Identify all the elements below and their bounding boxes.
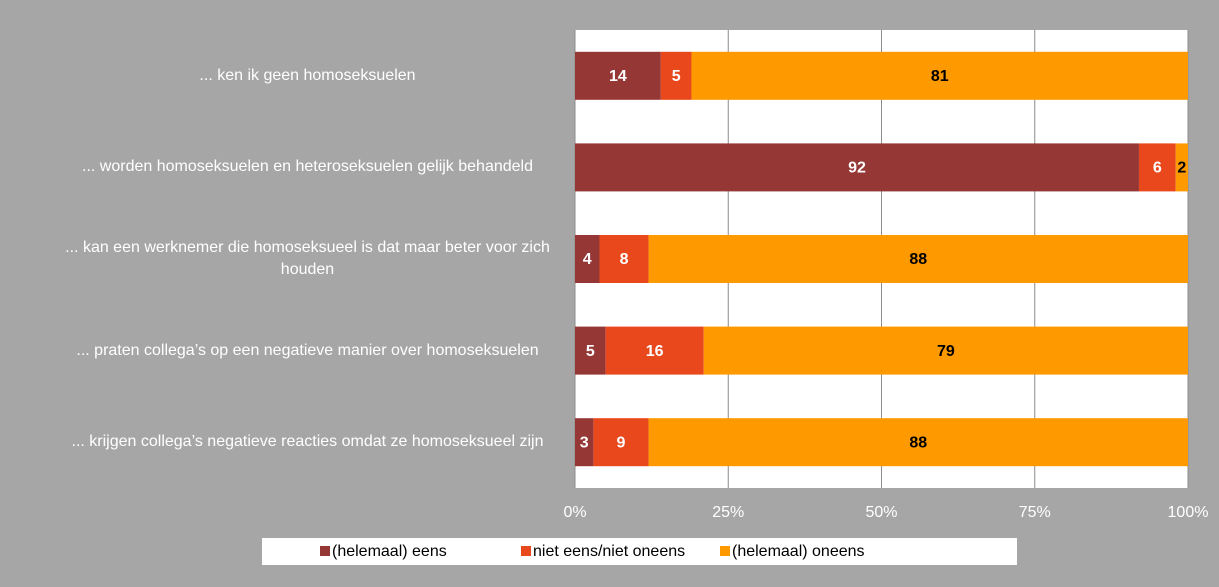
category-label: ... praten collega’s op een negatieve ma… xyxy=(76,341,539,359)
value-label: 2 xyxy=(1177,160,1186,177)
value-label: 3 xyxy=(580,434,589,451)
bar-segment xyxy=(1138,143,1176,192)
legend-box xyxy=(262,538,1017,565)
legend-label: (helemaal) eens xyxy=(332,543,447,560)
bar-segment xyxy=(648,235,1188,283)
value-label: 14 xyxy=(609,68,627,85)
bar-segment xyxy=(575,418,594,467)
x-tick-label: 75% xyxy=(1019,504,1051,521)
x-tick-label: 50% xyxy=(865,504,897,521)
value-label: 8 xyxy=(620,251,629,268)
legend-swatch xyxy=(720,546,730,556)
category-label: ... krijgen collega’s negatieve reacties… xyxy=(71,433,544,451)
bar-segment xyxy=(575,326,606,375)
bar-segment xyxy=(605,326,704,375)
value-label: 9 xyxy=(617,434,626,451)
bar-segment xyxy=(575,51,661,100)
value-label: 6 xyxy=(1153,160,1162,177)
value-label: 5 xyxy=(586,343,595,360)
x-tick-label: 25% xyxy=(712,504,744,521)
bar-segment xyxy=(1175,143,1188,192)
category-label: ... kan een werknemer die homoseksueel i… xyxy=(65,239,550,278)
x-tick-label: 100% xyxy=(1168,504,1209,521)
value-label: 79 xyxy=(937,343,955,360)
legend-swatch xyxy=(320,546,330,556)
bar-segment xyxy=(575,235,600,283)
legend-label: niet eens/niet oneens xyxy=(533,543,685,560)
category-label: ... worden homoseksuelen en heteroseksue… xyxy=(82,158,533,176)
bar-segment xyxy=(703,326,1188,375)
bar-segment xyxy=(648,418,1188,467)
value-label: 4 xyxy=(583,251,592,268)
value-label: 81 xyxy=(931,68,949,85)
value-label: 88 xyxy=(909,251,927,268)
bar-segment xyxy=(691,51,1188,100)
x-tick-label: 0% xyxy=(563,504,586,521)
legend-swatch xyxy=(521,546,531,556)
bar-segment xyxy=(599,235,649,283)
bar-segment xyxy=(575,143,1139,192)
value-label: 92 xyxy=(848,160,866,177)
value-label: 5 xyxy=(672,68,681,85)
value-label: 88 xyxy=(909,434,927,451)
value-label: 16 xyxy=(646,343,664,360)
category-label: ... ken ik geen homoseksuelen xyxy=(199,66,416,84)
bar-segment xyxy=(593,418,649,467)
bar-segment xyxy=(660,51,692,100)
legend-label: (helemaal) oneens xyxy=(732,543,865,560)
